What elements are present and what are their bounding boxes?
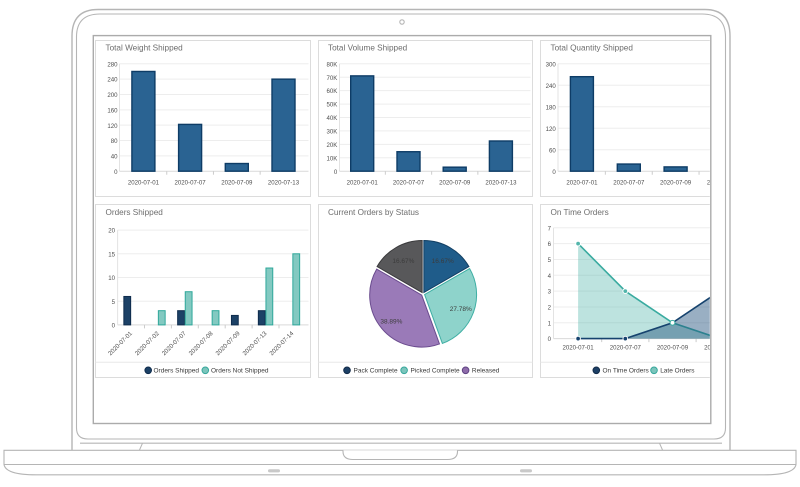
svg-text:Total Volume Shipped: Total Volume Shipped (328, 43, 408, 52)
svg-text:1: 1 (548, 320, 552, 327)
svg-text:240: 240 (546, 83, 557, 90)
svg-text:2020-07-09: 2020-07-09 (221, 180, 253, 187)
svg-text:16.67%: 16.67% (432, 258, 454, 265)
svg-text:2020-07-09: 2020-07-09 (657, 345, 689, 352)
svg-text:2020-07-07: 2020-07-07 (613, 180, 645, 187)
svg-text:27.78%: 27.78% (450, 306, 472, 313)
svg-text:2020-07-07: 2020-07-07 (393, 180, 425, 187)
svg-text:16.67%: 16.67% (392, 258, 414, 265)
svg-text:240: 240 (107, 77, 118, 84)
svg-text:50K: 50K (326, 102, 337, 109)
svg-text:5: 5 (112, 299, 116, 306)
svg-text:Late Orders: Late Orders (660, 368, 695, 375)
svg-text:10K: 10K (326, 155, 337, 162)
svg-text:2020-07-01: 2020-07-01 (566, 180, 598, 187)
svg-text:280: 280 (107, 61, 118, 68)
svg-text:5: 5 (548, 257, 552, 264)
svg-text:38.89%: 38.89% (380, 319, 402, 326)
svg-text:80K: 80K (326, 61, 337, 68)
svg-text:200: 200 (107, 92, 118, 99)
svg-text:40K: 40K (326, 115, 337, 122)
svg-text:2020-07-13: 2020-07-13 (485, 180, 517, 187)
svg-text:20: 20 (108, 228, 115, 235)
svg-text:Picked Complete: Picked Complete (411, 368, 461, 375)
svg-text:Total Quantity Shipped: Total Quantity Shipped (551, 43, 634, 52)
svg-text:6: 6 (548, 241, 552, 248)
svg-text:80: 80 (111, 138, 118, 145)
svg-text:Current Orders by Status: Current Orders by Status (328, 208, 419, 217)
svg-text:60: 60 (549, 147, 556, 154)
svg-text:300: 300 (546, 61, 557, 68)
svg-text:0: 0 (112, 323, 116, 330)
svg-text:7: 7 (548, 225, 552, 232)
svg-text:Orders Shipped: Orders Shipped (154, 368, 200, 375)
svg-text:2020-07-07: 2020-07-07 (610, 345, 642, 352)
svg-text:15: 15 (108, 251, 115, 258)
svg-text:2020-07-09: 2020-07-09 (439, 180, 471, 187)
svg-text:Orders Not Shipped: Orders Not Shipped (211, 368, 269, 375)
svg-text:120: 120 (546, 126, 557, 133)
svg-text:Total Weight Shipped: Total Weight Shipped (106, 43, 184, 52)
svg-text:160: 160 (107, 107, 118, 114)
svg-text:20K: 20K (326, 142, 337, 149)
svg-text:2: 2 (548, 305, 552, 312)
svg-text:180: 180 (546, 104, 557, 111)
svg-text:0: 0 (114, 169, 118, 176)
svg-text:10: 10 (108, 275, 115, 282)
svg-text:Released: Released (472, 368, 500, 375)
svg-text:0: 0 (548, 336, 552, 343)
svg-text:Pack Complete: Pack Complete (354, 368, 398, 375)
svg-text:120: 120 (107, 123, 118, 130)
svg-text:70K: 70K (326, 75, 337, 82)
svg-text:2020-07-13: 2020-07-13 (707, 180, 739, 187)
svg-text:3: 3 (548, 289, 552, 296)
svg-text:40: 40 (111, 154, 118, 161)
svg-text:0: 0 (552, 169, 556, 176)
svg-text:2020-07-01: 2020-07-01 (563, 345, 595, 352)
svg-text:2020-07-13: 2020-07-13 (268, 180, 300, 187)
svg-text:2020-07-01: 2020-07-01 (347, 180, 379, 187)
svg-text:30K: 30K (326, 129, 337, 136)
svg-text:2020-07-07: 2020-07-07 (175, 180, 207, 187)
svg-text:0: 0 (334, 169, 338, 176)
svg-text:2020-07-01: 2020-07-01 (128, 180, 160, 187)
svg-text:On Time Orders: On Time Orders (603, 368, 650, 375)
svg-text:On Time Orders: On Time Orders (551, 208, 609, 217)
svg-text:Orders Shipped: Orders Shipped (106, 208, 164, 217)
svg-text:60K: 60K (326, 88, 337, 95)
svg-text:2020-07-09: 2020-07-09 (660, 180, 692, 187)
svg-text:2020-07-13: 2020-07-13 (704, 345, 736, 352)
svg-text:4: 4 (548, 273, 552, 280)
